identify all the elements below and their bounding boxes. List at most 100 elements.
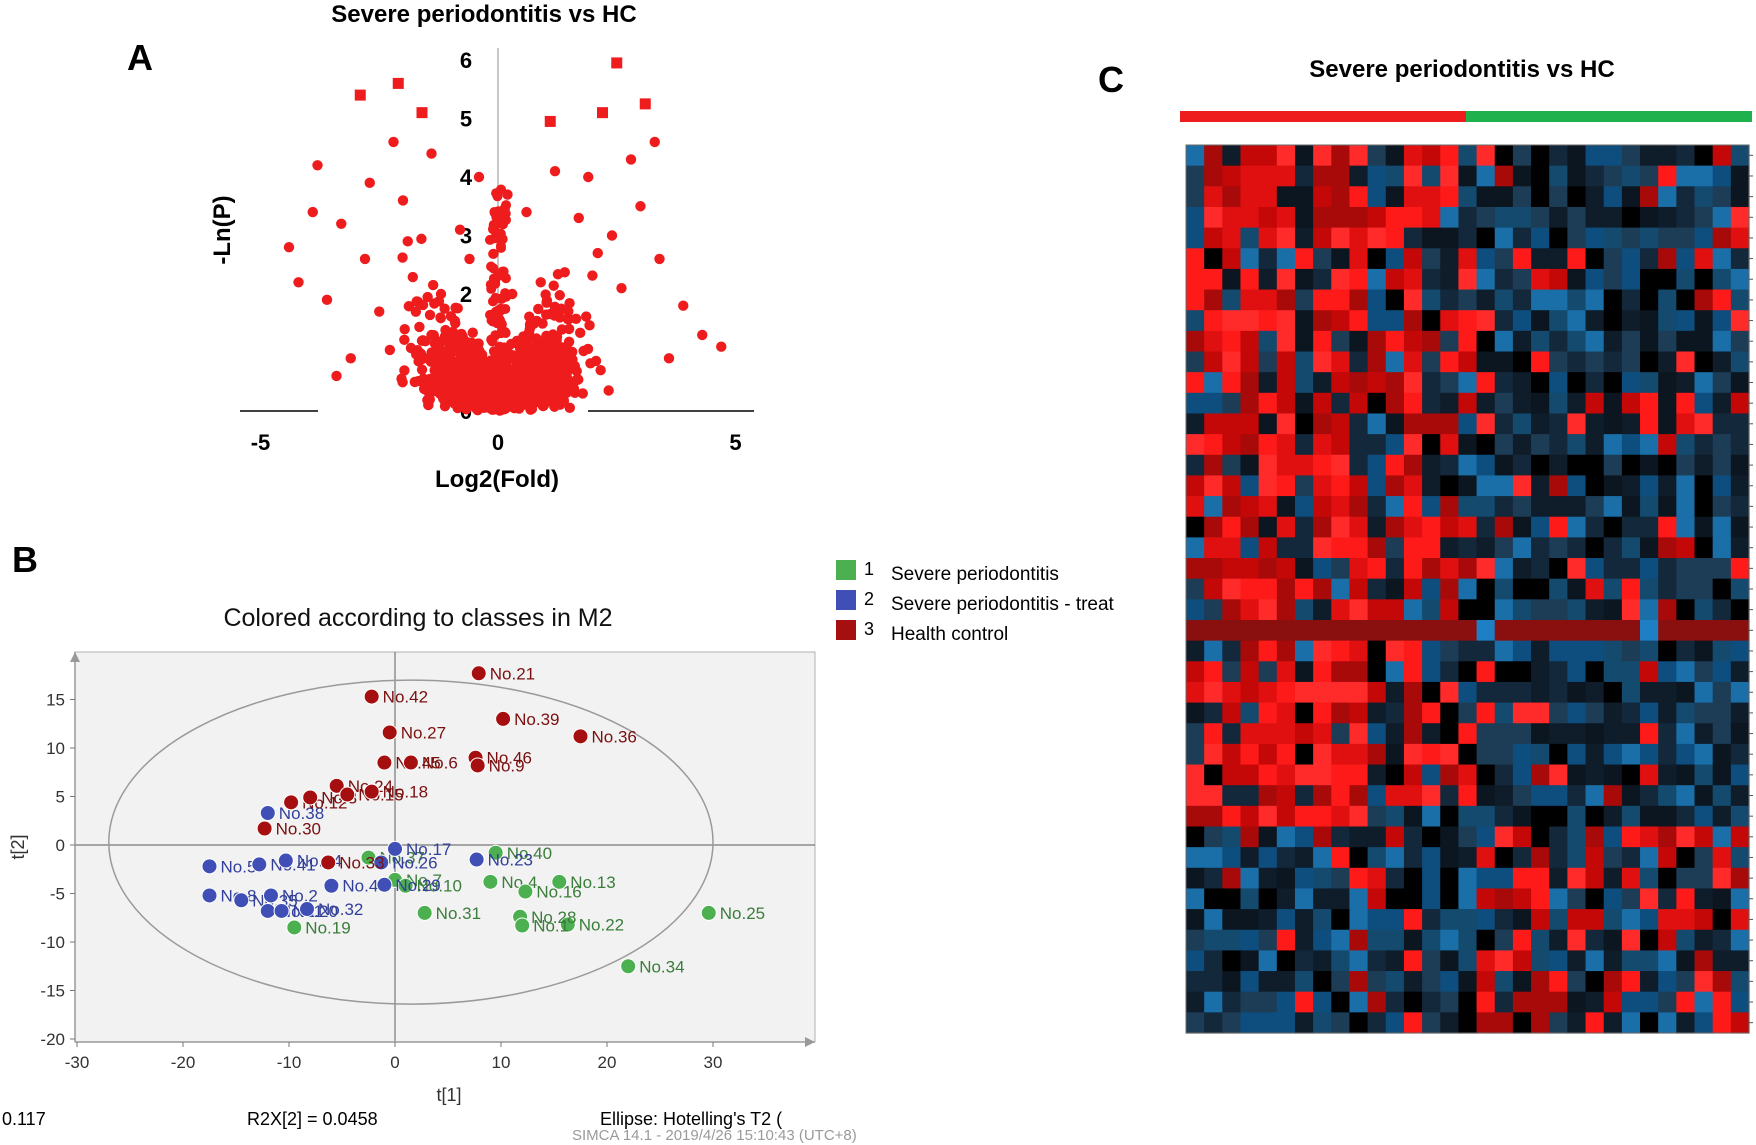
heatmap-cell — [1385, 206, 1405, 229]
heatmap-cell — [1567, 888, 1587, 910]
legend-label: Severe periodontitis - treat — [891, 594, 1115, 615]
heatmap-cell — [1367, 950, 1387, 972]
heatmap-cell — [1603, 310, 1623, 332]
heatmap-cell — [1204, 640, 1223, 662]
heatmap-cell — [1385, 268, 1405, 291]
volcano-point — [697, 329, 708, 341]
heatmap-cell — [1258, 785, 1278, 807]
heatmap-cell — [1422, 413, 1441, 435]
volcano-point — [359, 253, 371, 265]
heatmap-cell — [1440, 805, 1460, 828]
heatmap-cell — [1640, 206, 1659, 229]
heatmap-cell — [1458, 310, 1478, 332]
heatmap-cell — [1331, 640, 1351, 662]
heatmap-cell — [1331, 186, 1351, 208]
volcano-point — [554, 290, 565, 301]
heatmap-cell — [1694, 929, 1714, 951]
volcano-point — [625, 154, 637, 165]
heatmap-cell — [1603, 619, 1623, 642]
volcano-point — [526, 349, 537, 360]
score-y-tick-label: -10 — [40, 933, 65, 952]
heatmap-cell — [1204, 991, 1223, 1013]
heatmap-cell — [1222, 351, 1242, 373]
heatmap-cell — [1567, 785, 1587, 807]
heatmap-cell — [1549, 268, 1568, 291]
heatmap-cell — [1313, 826, 1332, 848]
heatmap-cell — [1385, 640, 1405, 662]
heatmap-cell — [1349, 413, 1369, 435]
heatmap-cell — [1331, 310, 1351, 332]
heatmap-cell — [1349, 330, 1369, 353]
heatmap-cell — [1658, 578, 1677, 600]
volcano-point — [540, 289, 551, 300]
heatmap-cell — [1403, 1012, 1423, 1034]
heatmap-cell — [1621, 847, 1641, 869]
heatmap-cell — [1222, 681, 1242, 704]
heatmap-cell — [1603, 145, 1623, 167]
heatmap-cell — [1712, 310, 1732, 332]
heatmap-cell — [1603, 578, 1623, 600]
heatmap-cell — [1494, 434, 1514, 456]
heatmap-cell — [1603, 599, 1623, 621]
heatmap-cell — [1331, 537, 1351, 559]
heatmap-cell — [1585, 413, 1605, 435]
heatmap-cell — [1367, 454, 1387, 477]
heatmap-cell — [1512, 640, 1532, 662]
heatmap-cell — [1567, 310, 1587, 332]
heatmap-cell — [1676, 971, 1696, 993]
volcano-point — [418, 383, 430, 395]
heatmap-cell — [1186, 372, 1205, 394]
heatmap-cell — [1621, 681, 1641, 704]
heatmap-cell — [1512, 537, 1532, 559]
heatmap-cell — [1222, 268, 1242, 291]
heatmap-cell — [1640, 434, 1659, 456]
heatmap-cell — [1694, 434, 1714, 456]
volcano-point — [440, 334, 451, 346]
volcano-point — [563, 323, 575, 335]
heatmap-cell — [1621, 496, 1641, 518]
heatmap-cell — [1476, 434, 1496, 456]
volcano-point — [521, 382, 533, 393]
heatmap-cell — [1313, 971, 1332, 993]
heatmap-cell — [1440, 227, 1460, 249]
heatmap-cell — [1476, 558, 1496, 580]
heatmap-cell — [1403, 764, 1423, 786]
heatmap-cell — [1567, 805, 1587, 828]
heatmap-cell — [1694, 826, 1714, 848]
heatmap-cell — [1694, 145, 1714, 167]
heatmap-cell — [1422, 681, 1441, 704]
heatmap-cell — [1621, 392, 1641, 415]
heatmap-cell — [1549, 743, 1568, 766]
heatmap-cell — [1240, 578, 1260, 600]
heatmap-cell — [1440, 537, 1460, 559]
heatmap-cell — [1531, 743, 1550, 766]
heatmap-cell — [1403, 805, 1423, 828]
heatmap-cell — [1658, 743, 1677, 766]
heatmap-cell — [1258, 805, 1278, 828]
heatmap-cell — [1512, 867, 1532, 890]
heatmap-cell — [1531, 496, 1550, 518]
heatmap-cell — [1494, 847, 1514, 869]
heatmap-cell — [1694, 454, 1714, 477]
heatmap-cell — [1204, 516, 1223, 538]
heatmap-cell — [1385, 599, 1405, 621]
heatmap-cell — [1240, 971, 1260, 993]
severe-periodontitis-point — [620, 958, 637, 975]
heatmap-cell — [1640, 496, 1659, 518]
heatmap-cell — [1313, 909, 1332, 931]
heatmap-cell — [1367, 847, 1387, 869]
volcano-y-label: -Ln(P) — [209, 195, 236, 264]
heatmap-cell — [1603, 475, 1623, 497]
heatmap-cell — [1440, 413, 1460, 435]
heatmap-cell — [1294, 991, 1314, 1013]
heatmap-cell — [1549, 867, 1568, 890]
heatmap-cell — [1186, 475, 1205, 497]
treated-point — [373, 854, 390, 871]
heatmap-cell — [1440, 248, 1460, 270]
heatmap-cell — [1658, 702, 1677, 724]
heatmap-cell — [1512, 702, 1532, 724]
heatmap-group-bar — [1180, 111, 1752, 122]
volcano-point — [616, 282, 627, 294]
heatmap-cell — [1367, 661, 1387, 683]
treated-point — [259, 902, 276, 919]
